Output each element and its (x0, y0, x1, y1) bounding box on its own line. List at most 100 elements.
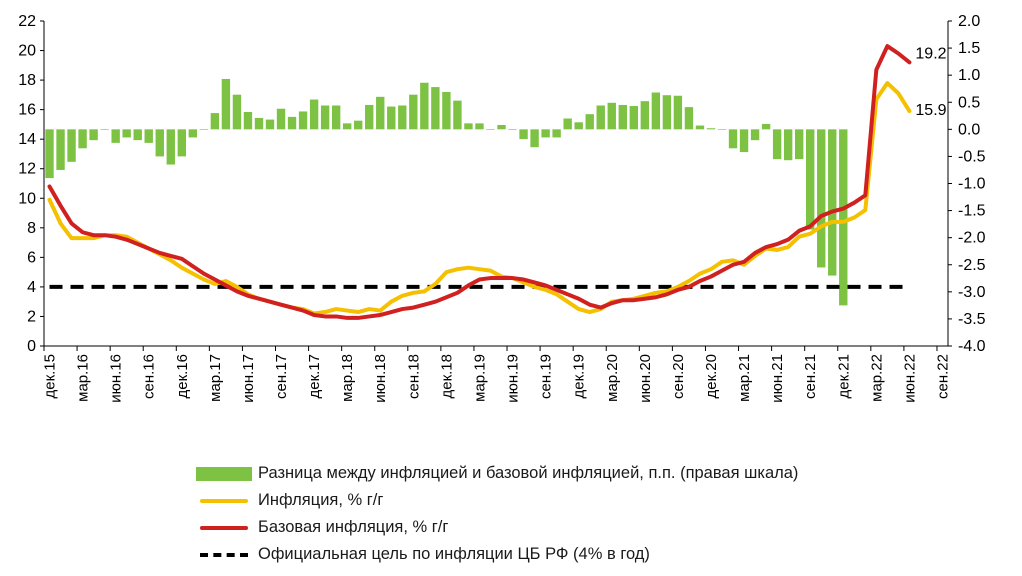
bar-difference (365, 104, 374, 130)
end-label-core-inflation: 19.2 (915, 45, 946, 62)
left-tick-label: 20 (18, 43, 36, 60)
bar-difference (387, 106, 396, 130)
bar-difference (144, 129, 153, 143)
legend-label-inflation: Инфляция, % г/г (258, 491, 384, 509)
right-tick-label: -2.5 (958, 257, 986, 274)
bar-difference (828, 129, 837, 276)
bar-difference (78, 129, 87, 149)
right-tick-label: -3.0 (958, 284, 986, 301)
end-label-inflation: 15.9 (915, 102, 946, 119)
bar-difference (475, 123, 484, 130)
bar-difference (541, 129, 550, 138)
bar-difference (188, 129, 198, 138)
bar-difference (596, 105, 605, 130)
x-tick-label: мар.17 (207, 354, 224, 402)
x-tick-label: сен.17 (273, 354, 290, 399)
x-tick-label: сен.18 (405, 354, 422, 399)
bar-difference (817, 129, 826, 268)
chart-plot: 0 2 4 6 8 10 12 14 16 18 20 22 -4.0 -3.5 -3.0 -2.5 -2.0 -… (18, 13, 986, 403)
right-tick-label: 1.5 (958, 40, 980, 57)
bar-difference (331, 105, 341, 130)
bar-difference (739, 129, 749, 153)
x-tick-label: дек.21 (835, 354, 852, 399)
bar-difference (320, 105, 330, 130)
x-tick-label: июн.18 (372, 354, 389, 403)
left-tick-label: 14 (18, 131, 36, 148)
bar-difference (309, 99, 319, 130)
bar-difference (67, 129, 76, 162)
x-tick-label: мар.20 (604, 354, 621, 402)
bar-difference (210, 113, 220, 130)
x-tick-label: июн.19 (505, 354, 522, 403)
bar-difference (287, 116, 297, 130)
bar-difference (122, 129, 131, 138)
bar-difference (728, 129, 738, 149)
x-tick-label: мар.19 (471, 354, 488, 402)
right-tick-label: 1.0 (958, 67, 980, 84)
x-tick-label: дек.20 (703, 354, 720, 399)
legend-item-inflation: Инфляция, % г/г (196, 487, 916, 514)
bar-difference (342, 123, 352, 130)
bar-difference (177, 129, 186, 157)
legend-item-difference: Разница между инфляцией и базовой инфляц… (196, 460, 916, 487)
bar-difference (254, 117, 264, 130)
left-tick-label: 4 (27, 279, 36, 296)
right-tick-label: 0.0 (958, 121, 980, 138)
left-tick-label: 6 (27, 249, 36, 266)
x-tick-label: дек.17 (306, 354, 323, 399)
bar-difference (684, 107, 694, 130)
bar-difference (199, 129, 209, 130)
bar-difference (45, 129, 54, 179)
bar-difference (839, 129, 848, 306)
bar-difference (431, 87, 440, 130)
bar-difference (89, 129, 98, 141)
x-tick-label: дек.18 (438, 354, 455, 399)
x-tick-label: июн.22 (901, 354, 918, 403)
bar-difference (453, 100, 462, 130)
bar-difference (508, 129, 517, 130)
legend-label-difference: Разница между инфляцией и базовой инфляц… (258, 464, 799, 482)
bar-difference (166, 129, 175, 165)
right-tick-label: -1.5 (958, 203, 986, 220)
bar-difference (442, 91, 451, 130)
x-tick-label: дек.19 (571, 354, 588, 399)
right-tick-label: 0.5 (958, 94, 980, 111)
bar-difference (420, 82, 429, 130)
x-tick-label: мар.16 (75, 354, 92, 402)
line-core-inflation (47, 44, 912, 320)
bar-difference (155, 129, 164, 157)
bar-difference (607, 102, 616, 130)
x-tick-label: июн.16 (108, 354, 125, 403)
bar-difference (651, 92, 661, 130)
x-tick-label: дек.16 (174, 354, 191, 399)
right-tick-label: -2.0 (958, 230, 986, 247)
bar-difference (354, 120, 363, 130)
bar-difference (265, 119, 275, 130)
bar-difference (695, 125, 705, 130)
bar-difference (552, 129, 561, 138)
bar-difference (519, 129, 528, 140)
legend-swatch-target (196, 545, 252, 565)
legend-swatch-core-inflation (196, 518, 252, 538)
bar-difference (574, 122, 583, 130)
bar-difference (276, 108, 286, 130)
x-tick-label: июн.21 (769, 354, 786, 403)
bar-difference (662, 95, 672, 130)
legend-label-target: Официальная цель по инфляции ЦБ РФ (4% в… (258, 545, 650, 563)
legend-swatch-inflation (196, 491, 252, 511)
x-tick-label: сен.20 (670, 354, 687, 399)
chart-legend: Разница между инфляцией и базовой инфляц… (196, 460, 916, 568)
bar-difference (750, 129, 760, 141)
bar-difference (464, 123, 473, 130)
bar-difference (717, 129, 727, 130)
x-tick-label: мар.22 (868, 354, 885, 402)
bar-difference (806, 129, 815, 230)
legend-item-target: Официальная цель по инфляции ЦБ РФ (4% в… (196, 541, 916, 568)
bar-difference (585, 114, 594, 130)
legend-item-core-inflation: Базовая инфляция, % г/г (196, 514, 916, 541)
bar-difference (221, 78, 231, 130)
legend-label-core-inflation: Базовая инфляция, % г/г (258, 518, 449, 536)
bar-difference (111, 129, 120, 143)
bar-difference (794, 129, 804, 160)
right-tick-label: 2.0 (958, 13, 980, 30)
